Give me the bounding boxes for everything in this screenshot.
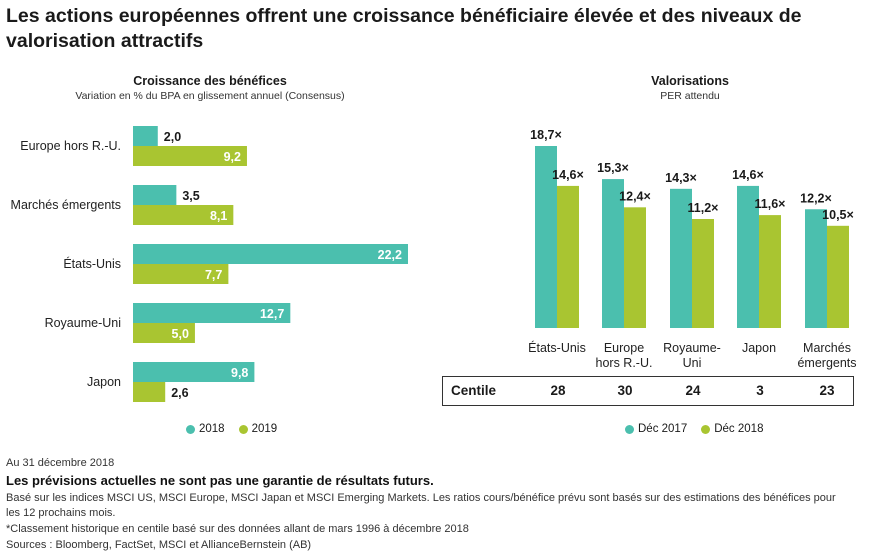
- data-label: 9,8: [231, 366, 248, 380]
- centile-value: 30: [617, 383, 633, 398]
- bar-2019: [133, 146, 247, 166]
- data-label: 12,2×: [800, 191, 832, 205]
- data-label: 3,5: [182, 189, 199, 203]
- data-label: 15,3×: [597, 161, 629, 175]
- bar-2019: [133, 323, 195, 343]
- bar-2019: [133, 264, 229, 284]
- data-label: 12,7: [260, 307, 284, 321]
- centile-value: 23: [819, 383, 835, 398]
- data-label: 11,2×: [688, 201, 719, 215]
- data-label: 14,6×: [732, 168, 764, 182]
- right-legend: Déc 2017 Déc 2018: [625, 423, 763, 435]
- footer-note-1a: Basé sur les indices MSCI US, MSCI Europ…: [6, 492, 836, 504]
- right-chart-subtitle: PER attendu: [660, 90, 720, 102]
- bar-Déc-2017: [737, 185, 759, 328]
- category-label: Japon: [742, 341, 776, 355]
- bar-Déc-2017: [670, 188, 692, 328]
- bar-Déc-2017: [535, 146, 557, 328]
- footer-warning: Les prévisions actuelles ne sont pas une…: [6, 473, 434, 488]
- legend-label-2019: 2019: [251, 423, 278, 435]
- data-label: 10,5×: [822, 208, 854, 222]
- bar-2018: [133, 244, 408, 264]
- footer-note-3: Sources : Bloomberg, FactSet, MSCI et Al…: [6, 539, 312, 551]
- headline: Les actions européennes offrent une croi…: [6, 5, 802, 52]
- category-label: Marchés émergents: [11, 198, 121, 212]
- footer-date: Au 31 décembre 2018: [6, 457, 115, 469]
- category-label: Royaume-: [663, 341, 721, 355]
- data-label: 7,7: [205, 268, 222, 282]
- bar-2018: [133, 362, 255, 382]
- bar-Déc-2018: [557, 185, 579, 328]
- footer-note-2: *Classement historique en centile basé s…: [6, 523, 469, 535]
- data-label: 14,3×: [665, 171, 697, 185]
- bar-2018: [133, 126, 158, 146]
- bar-Déc-2018: [624, 207, 646, 328]
- right-chart-title: Valorisations: [651, 74, 729, 88]
- centile-value: 28: [550, 383, 566, 398]
- category-label: Japon: [87, 375, 121, 389]
- data-label: 8,1: [210, 209, 227, 223]
- footer-note-1b: les 12 prochains mois.: [6, 507, 116, 519]
- legend-swatch-dec-2017: [625, 424, 634, 434]
- left-chart-title: Croissance des bénéfices: [133, 74, 287, 88]
- category-label: Uni: [683, 356, 702, 370]
- legend-swatch-dec-2018: [701, 424, 711, 434]
- category-label: hors R.-U.: [596, 356, 653, 370]
- left-legend: 2018 2019: [186, 423, 277, 435]
- category-label: États-Unis: [528, 340, 586, 355]
- category-label: Marchés: [803, 341, 851, 355]
- data-label: 12,4×: [619, 189, 651, 203]
- centile-value: 3: [756, 383, 764, 398]
- data-label: 11,6×: [755, 197, 786, 211]
- data-label: 5,0: [172, 327, 189, 341]
- bar-2018: [133, 303, 291, 323]
- data-label: 2,0: [164, 130, 181, 144]
- legend-label-dec-2018: Déc 2018: [714, 423, 764, 435]
- category-label: Royaume-Uni: [45, 316, 121, 330]
- bar-2018: [133, 185, 177, 205]
- category-label: Europe: [604, 341, 644, 355]
- category-label: Europe hors R.-U.: [20, 139, 121, 153]
- bar-2019: [133, 382, 166, 402]
- data-label: 2,6: [171, 386, 188, 400]
- bar-Déc-2018: [759, 215, 781, 328]
- centile-value: 24: [685, 383, 701, 398]
- data-label: 9,2: [224, 150, 241, 164]
- legend-label-dec-2017: Déc 2017: [638, 423, 688, 435]
- category-label: États-Unis: [63, 256, 121, 271]
- left-chart-subtitle: Variation en % du BPA en glissement annu…: [75, 90, 345, 102]
- centile-label: Centile: [451, 383, 497, 398]
- data-label: 18,7×: [530, 128, 562, 142]
- legend-swatch-2019: [238, 424, 248, 434]
- legend-label-2018: 2018: [199, 423, 225, 435]
- bar-Déc-2018: [692, 218, 714, 328]
- data-label: 14,6×: [552, 168, 584, 182]
- category-label: émergents: [797, 356, 856, 370]
- bar-Déc-2017: [602, 179, 624, 328]
- bar-Déc-2018: [827, 225, 849, 328]
- bar-2019: [133, 205, 234, 225]
- legend-swatch-2018: [186, 424, 195, 434]
- bar-Déc-2017: [805, 209, 827, 328]
- data-label: 22,2: [378, 248, 402, 262]
- centile-row: Centile 28 30 24 3 23: [442, 376, 854, 406]
